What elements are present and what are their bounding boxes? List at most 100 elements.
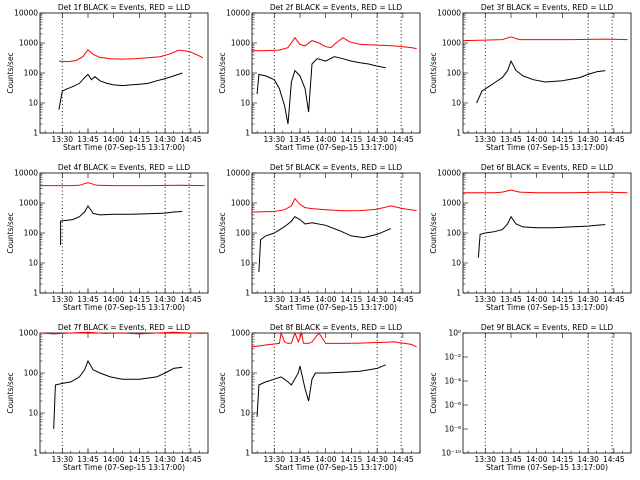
y-tick-label: 10⁻⁸ — [444, 425, 461, 434]
x-axis-label: Start Time (07-Sep-15 13:17:00) — [275, 143, 397, 152]
x-axis-label: Start Time (07-Sep-15 13:17:00) — [486, 463, 608, 472]
x-tick-label: 13:45 — [77, 135, 99, 144]
x-axis-label: Start Time (07-Sep-15 13:17:00) — [275, 463, 397, 472]
events-series-line — [58, 72, 183, 110]
y-tick-label: 1 — [456, 289, 461, 298]
x-axis-label: Start Time (07-Sep-15 13:17:00) — [63, 463, 185, 472]
chart-title: Det 2f BLACK = Events, RED = LLD — [270, 3, 403, 12]
y-tick-label: 1 — [245, 289, 250, 298]
y-tick-label: 100 — [236, 229, 251, 238]
x-tick-label: 13:45 — [77, 295, 99, 304]
y-tick-label: 100 — [24, 69, 39, 78]
x-tick-label: 14:45 — [603, 135, 625, 144]
x-tick-label: 14:30 — [577, 135, 599, 144]
y-tick-label: 1 — [245, 449, 250, 458]
y-tick-label: 10000 — [437, 169, 461, 178]
x-tick-label: 14:30 — [577, 295, 599, 304]
y-tick-label: 10 — [28, 409, 38, 418]
y-axis-label: Counts/sec — [6, 52, 15, 93]
x-tick-label: 14:45 — [603, 455, 625, 464]
x-axis-label: Start Time (07-Sep-15 13:17:00) — [486, 303, 608, 312]
chart-panel-5: Det 5f BLACK = Events, RED = LLD 1 10 100 10… — [218, 163, 421, 312]
x-tick-label: 14:30 — [154, 135, 176, 144]
y-tick-label: 100 — [236, 369, 251, 378]
chart-panel-1: Det 1f BLACK = Events, RED = LLD 1 10 100 10… — [6, 3, 209, 152]
y-tick-label: 1000 — [442, 199, 461, 208]
lld-series-line — [251, 36, 417, 52]
x-tick-label: 14:15 — [341, 455, 363, 464]
y-tick-label: 1 — [33, 129, 38, 138]
y-tick-label: 10000 — [437, 9, 461, 18]
chart-panel-4: Det 4f BLACK = Events, RED = LLD 1 10 100 10… — [6, 163, 209, 312]
x-tick-label: 14:00 — [526, 455, 548, 464]
x-tick-label: 14:45 — [180, 455, 202, 464]
y-tick-label: 10 — [451, 259, 461, 268]
events-series-line — [60, 204, 183, 245]
events-series-line — [53, 359, 183, 429]
x-tick-label: 14:15 — [341, 135, 363, 144]
y-tick-label: 10000 — [14, 9, 38, 18]
lld-series-line — [40, 182, 205, 187]
y-tick-label: 10 — [240, 259, 250, 268]
y-axis-label: Counts/sec — [429, 372, 438, 413]
x-tick-label: 13:45 — [500, 135, 522, 144]
x-tick-label: 14:30 — [366, 455, 388, 464]
y-tick-label: 10 — [28, 99, 38, 108]
plot-frame — [251, 12, 421, 134]
y-tick-label: 100 — [24, 369, 39, 378]
y-tick-label: 10 — [240, 99, 250, 108]
x-tick-label: 14:30 — [577, 455, 599, 464]
y-tick-label: 100 — [447, 229, 462, 238]
y-tick-label: 10000 — [14, 169, 38, 178]
x-tick-label: 13:30 — [51, 135, 73, 144]
chart-panel-7: Det 7f BLACK = Events, RED = LLD 1 10 100 10… — [6, 323, 209, 472]
x-tick-label: 14:00 — [315, 455, 337, 464]
chart-title: Det 9f BLACK = Events, RED = LLD — [481, 323, 614, 332]
y-tick-label: 10 — [240, 409, 250, 418]
x-tick-label: 13:45 — [289, 135, 311, 144]
y-tick-label: 100 — [447, 69, 462, 78]
x-tick-label: 14:45 — [180, 295, 202, 304]
y-tick-label: 10⁻⁴ — [444, 377, 461, 386]
y-axis-label: Counts/sec — [429, 52, 438, 93]
lld-series-line — [462, 36, 628, 42]
plot-frame — [462, 332, 632, 454]
y-tick-label: 1000 — [231, 199, 250, 208]
y-tick-label: 1000 — [231, 39, 250, 48]
plot-frame — [462, 12, 632, 134]
events-series-line — [258, 216, 392, 273]
lld-series-line — [463, 189, 628, 194]
y-tick-label: 10⁻² — [444, 353, 461, 362]
y-tick-label: 10 — [451, 99, 461, 108]
x-tick-label: 13:45 — [500, 455, 522, 464]
y-axis-label: Counts/sec — [218, 372, 227, 413]
x-tick-label: 13:30 — [474, 295, 496, 304]
x-tick-label: 14:00 — [315, 135, 337, 144]
x-tick-label: 13:45 — [77, 455, 99, 464]
x-tick-label: 13:30 — [51, 455, 73, 464]
plot-frame — [251, 332, 421, 454]
events-series-line — [256, 56, 386, 125]
y-axis-label: Counts/sec — [6, 372, 15, 413]
chart-title: Det 1f BLACK = Events, RED = LLD — [58, 3, 191, 12]
y-tick-label: 1 — [33, 289, 38, 298]
plot-frame — [251, 172, 421, 294]
x-tick-label: 14:30 — [366, 135, 388, 144]
x-tick-label: 14:15 — [341, 295, 363, 304]
y-tick-label: 100 — [236, 69, 251, 78]
chart-panel-2: Det 2f BLACK = Events, RED = LLD 1 10 100 10… — [218, 3, 421, 152]
chart-title: Det 8f BLACK = Events, RED = LLD — [270, 323, 403, 332]
y-tick-label: 1 — [245, 129, 250, 138]
x-tick-label: 13:30 — [263, 295, 285, 304]
x-tick-label: 14:15 — [129, 135, 151, 144]
chart-panel-3: Det 3f BLACK = Events, RED = LLD 1 10 100 10… — [429, 3, 632, 152]
plot-frame — [39, 332, 209, 454]
lld-series-line — [39, 331, 205, 335]
x-tick-label: 14:30 — [154, 455, 176, 464]
lld-series-line — [251, 331, 417, 348]
chart-title: Det 7f BLACK = Events, RED = LLD — [58, 323, 191, 332]
chart-title: Det 6f BLACK = Events, RED = LLD — [481, 163, 614, 172]
x-tick-label: 13:45 — [500, 295, 522, 304]
x-tick-label: 13:30 — [263, 135, 285, 144]
x-tick-label: 13:30 — [474, 135, 496, 144]
